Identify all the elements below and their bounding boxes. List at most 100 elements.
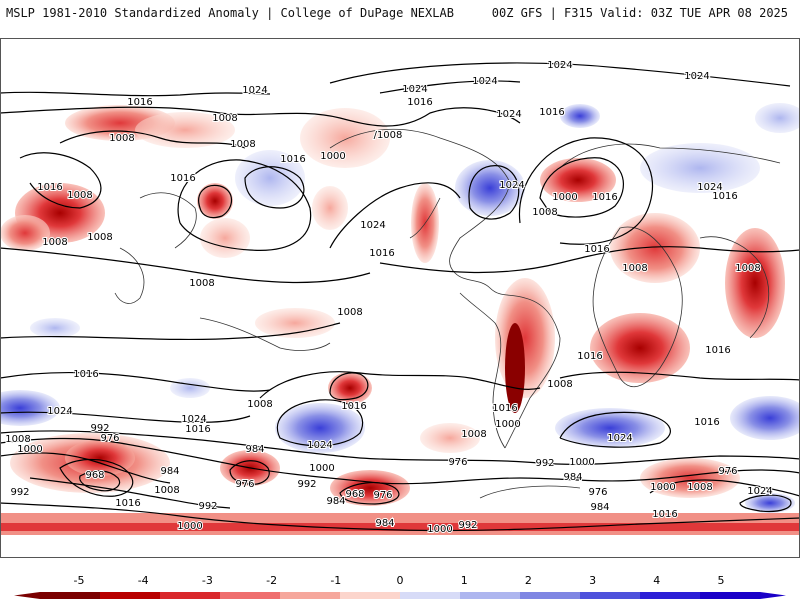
colorbar-cell — [460, 592, 521, 599]
isobar-label: 1024 — [697, 182, 722, 193]
colorbar-cell — [280, 592, 341, 599]
isobar-label: 992 — [458, 520, 477, 531]
isobar-label: 1016 — [577, 351, 602, 362]
isobar-label: 1000 — [320, 151, 345, 162]
isobar-label: 1008 — [622, 263, 647, 274]
isobar-label: 1016 — [73, 369, 98, 380]
isobar-label: 1024 — [747, 486, 772, 497]
colorbar-cell — [100, 592, 161, 599]
isobar-label: 1008 — [735, 263, 760, 274]
isobar-label: 984 — [590, 502, 609, 513]
isobar-label: 976 — [718, 466, 737, 477]
colorbar-cell — [40, 592, 101, 599]
map-title: MSLP 1981-2010 Standardized Anomaly | Co… — [6, 6, 454, 20]
isobar-label: 1024 — [684, 71, 709, 82]
colorbar-min-arrow — [14, 592, 40, 599]
isobar-label: 1008 — [154, 485, 179, 496]
isobar-label: 1008 — [547, 379, 572, 390]
isobar-label: /1008 — [374, 130, 403, 141]
isobar-label: 1008 — [67, 190, 92, 201]
isobar-label: 968 — [85, 470, 104, 481]
colorbar-tick-label: 5 — [718, 574, 725, 587]
colorbar-cell — [520, 592, 581, 599]
isobar-label: 976 — [448, 457, 467, 468]
isobar-label: 1024 — [307, 440, 332, 451]
isobar-label: 1000 — [17, 444, 42, 455]
isobar-label: 1000 — [427, 524, 452, 535]
isobar-label: 1024 — [496, 109, 521, 120]
colorbar-ticks: -5 -4 -3 -2 -1 0 1 2 3 4 5 — [74, 574, 725, 587]
isobar-label: 984 — [326, 496, 345, 507]
isobar-label: 984 — [563, 472, 582, 483]
isobar-label: 1024 — [402, 84, 427, 95]
isobar-label: 1016 — [127, 97, 152, 108]
isobar-label: 1000 — [650, 482, 675, 493]
colorbar-cell — [400, 592, 461, 599]
isobar-label: 992 — [535, 458, 554, 469]
isobar-label: 1008 — [337, 307, 362, 318]
isobar-label: 1008 — [687, 482, 712, 493]
isobar-label: 1016 — [185, 424, 210, 435]
isobar-label: 1016 — [539, 107, 564, 118]
isobar-label: 984 — [245, 444, 264, 455]
isobar-label: 1016 — [280, 154, 305, 165]
isobar-label: 1008 — [461, 429, 486, 440]
colorbar-tick-label: -2 — [266, 574, 277, 587]
isobar-label: 1024 — [242, 85, 267, 96]
isobar-label: 1008 — [247, 399, 272, 410]
isobar-label: 1008 — [189, 278, 214, 289]
colorbar-cell — [160, 592, 221, 599]
isobar-label: 1016 — [705, 345, 730, 356]
isobar-label: 1000 — [309, 463, 334, 474]
isobar-label: 1024 — [360, 220, 385, 231]
isobar-label: 1016 — [592, 192, 617, 203]
colorbar-tick-label: -5 — [74, 574, 85, 587]
isobar-label: 1008 — [87, 232, 112, 243]
colorbar-cell — [580, 592, 641, 599]
isobar-label: 976 — [588, 487, 607, 498]
isobar-label: 1000 — [177, 521, 202, 532]
isobar-label: 992 — [90, 423, 109, 434]
colorbar-cell — [340, 592, 401, 599]
isobar-label: 976 — [235, 479, 254, 490]
isobars — [0, 62, 800, 532]
colorbar-cells — [14, 592, 786, 599]
isobar-label: 1008 — [212, 113, 237, 124]
anomaly-shading — [0, 103, 800, 535]
isobar-label: 1024 — [472, 76, 497, 87]
colorbar-max-arrow — [760, 592, 786, 599]
colorbar-cell — [640, 592, 701, 599]
isobar-label: 1016 — [492, 403, 517, 414]
isobar-label: 976 — [373, 490, 392, 501]
colorbar-tick-label: 3 — [589, 574, 596, 587]
anomaly-colorbar: -5 -4 -3 -2 -1 0 1 2 3 4 5 — [14, 574, 786, 599]
isobar-label: 1000 — [495, 419, 520, 430]
isobar-label: 968 — [345, 489, 364, 500]
isobar-label: 1024 — [607, 433, 632, 444]
isobar-label: 1024 — [47, 406, 72, 417]
isobar-label: 1016 — [37, 182, 62, 193]
colorbar-tick-label: 1 — [461, 574, 468, 587]
isobar-label: 1008 — [532, 207, 557, 218]
colorbar-tick-label: 4 — [653, 574, 660, 587]
coastlines — [114, 128, 781, 499]
isobar-label: 984 — [160, 466, 179, 477]
isobar-label: 1008 — [42, 237, 67, 248]
isobar-label: 992 — [198, 501, 217, 512]
isobar-label: 1008 — [230, 139, 255, 150]
isobar-label: 992 — [297, 479, 316, 490]
isobar-label: 1016 — [652, 509, 677, 520]
isobar-label: 1024 — [181, 414, 206, 425]
model-run-info: 00Z GFS | F315 Valid: 03Z TUE APR 08 202… — [491, 6, 788, 20]
colorbar-tick-label: 0 — [397, 574, 404, 587]
isobar-label: 1016 — [170, 173, 195, 184]
isobar-label: 1024 — [499, 180, 524, 191]
isobar-label: 1000 — [552, 192, 577, 203]
isobar-label: 992 — [10, 487, 29, 498]
colorbar-tick-label: -3 — [202, 574, 213, 587]
colorbar-tick-label: -4 — [138, 574, 149, 587]
isobar-label: 1016 — [115, 498, 140, 509]
isobar-label: 1008 — [5, 434, 30, 445]
isobar-label: 976 — [100, 433, 119, 444]
